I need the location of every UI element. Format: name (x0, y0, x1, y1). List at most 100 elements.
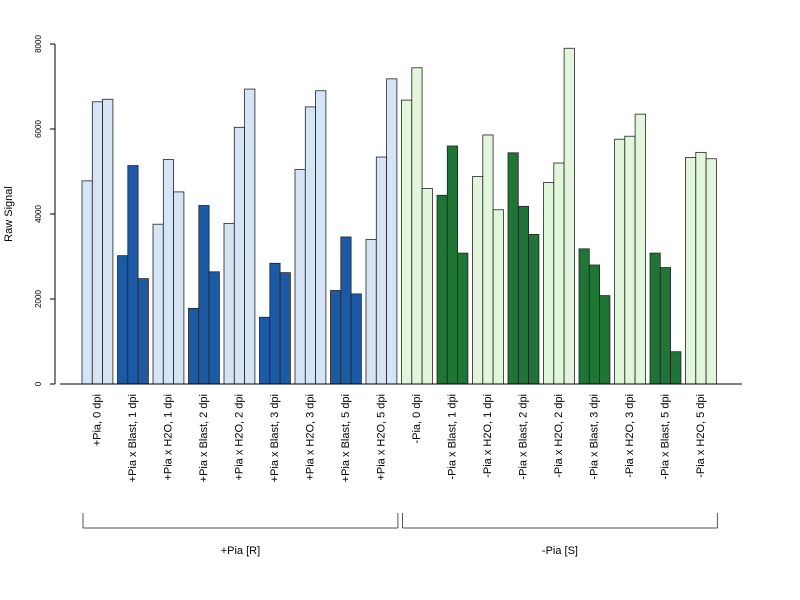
bar (330, 290, 342, 385)
x-tick-label: -Pia x Blast, 5 dpi (659, 394, 671, 480)
bar-group (472, 134, 504, 385)
x-tick-label: +Pia x Blast, 5 dpi (340, 394, 352, 482)
group-bracket: -Pia [S] (402, 513, 718, 557)
bar (624, 135, 636, 385)
bar (695, 151, 707, 385)
x-tick-label: +Pia x Blast, 2 dpi (198, 394, 210, 482)
x-tick-label: -Pia x H2O, 1 dpi (482, 394, 494, 478)
y-tick-label: 4000 (34, 205, 43, 223)
x-tick-label: -Pia x H2O, 2 dpi (553, 394, 565, 478)
bar (457, 252, 469, 385)
bar (152, 223, 164, 385)
bar (436, 194, 448, 385)
group-label: -Pia [S] (542, 545, 578, 557)
bar (91, 101, 104, 385)
bar (223, 222, 235, 385)
bar-group (294, 90, 327, 385)
group-brackets: +Pia [R] -Pia [S] (82, 513, 718, 557)
x-tick-label: -Pia x Blast, 1 dpi (446, 394, 458, 480)
bar (279, 272, 291, 385)
group-bracket: +Pia [R] (82, 513, 399, 557)
bar (553, 162, 565, 385)
bar (137, 278, 149, 385)
y-tick-label: 6000 (34, 120, 43, 138)
bar (386, 78, 398, 385)
bar-group (330, 236, 362, 385)
bar (365, 239, 377, 385)
bar (375, 156, 387, 385)
group-label: +Pia [R] (221, 545, 260, 557)
bar (482, 134, 494, 385)
bar-group (401, 67, 433, 385)
bar (340, 236, 352, 385)
bar (599, 295, 611, 385)
x-tick-label: +Pia x H2O, 2 dpi (233, 394, 245, 481)
bar (659, 267, 671, 385)
bar (127, 165, 139, 385)
bar (117, 255, 129, 385)
bar-group (81, 98, 114, 385)
bar-group (578, 248, 611, 385)
bar (446, 145, 458, 385)
bar (588, 264, 600, 385)
bar (563, 47, 575, 385)
bar-group (436, 145, 469, 385)
x-tick-label: -Pia x Blast, 3 dpi (588, 394, 600, 480)
bar (350, 293, 362, 385)
bar (492, 209, 504, 385)
bar-group (685, 151, 717, 385)
bar (517, 205, 529, 385)
bar (269, 262, 281, 385)
bar (244, 88, 256, 385)
x-tick-label: -Pia, 0 dpi (411, 394, 423, 444)
bar-group (188, 205, 220, 385)
x-tick-label: -Pia x H2O, 5 dpi (695, 394, 707, 478)
bar (472, 176, 484, 385)
bar (259, 316, 271, 385)
bar (614, 138, 626, 385)
bar-group (649, 252, 682, 385)
x-tick-label: +Pia x Blast, 3 dpi (269, 394, 281, 482)
bar-group (152, 159, 185, 385)
bar (304, 106, 316, 385)
bar (507, 152, 519, 385)
x-tick-label: +Pia, 0 dpi (91, 394, 103, 446)
bar (315, 90, 327, 385)
bar (188, 307, 200, 385)
bar (411, 67, 423, 385)
y-tick-label: 2000 (34, 290, 43, 308)
bar (102, 98, 114, 385)
y-axis: 0 2000 4000 6000 8000 (34, 35, 56, 386)
y-tick-label: 8000 (34, 35, 43, 53)
x-tick-labels: +Pia, 0 dpi +Pia x Blast, 1 dpi +Pia x H2O… (91, 394, 707, 482)
bar-group (259, 262, 291, 385)
bar (233, 126, 246, 385)
bar (198, 205, 210, 385)
bar-group (365, 78, 398, 385)
bar (670, 351, 682, 385)
bar-group (117, 165, 149, 385)
bar (173, 191, 185, 385)
bar (294, 168, 306, 385)
bar (401, 99, 413, 385)
x-tick-label: +Pia x H2O, 5 dpi (375, 394, 387, 481)
bars-layer (81, 47, 717, 385)
bar (705, 158, 717, 385)
bar (685, 157, 697, 385)
x-tick-label: +Pia x Blast, 1 dpi (127, 394, 139, 482)
bar (421, 188, 433, 385)
x-tick-label: +Pia x H2O, 1 dpi (162, 394, 174, 481)
bar-group (507, 152, 540, 385)
x-tick-label: -Pia x Blast, 2 dpi (517, 394, 529, 480)
y-tick-label: 0 (34, 381, 43, 386)
bar (162, 159, 175, 385)
bar-group (543, 47, 575, 385)
bar (578, 248, 590, 385)
bar (543, 182, 555, 385)
bar (634, 113, 646, 385)
x-tick-label: +Pia x H2O, 3 dpi (304, 394, 316, 481)
bar-group (223, 88, 256, 385)
y-axis-title: Raw Signal (3, 186, 15, 242)
